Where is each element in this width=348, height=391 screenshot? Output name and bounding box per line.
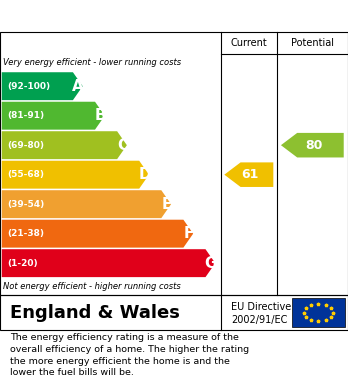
Text: (92-100): (92-100) [7, 82, 50, 91]
Text: Very energy efficient - lower running costs: Very energy efficient - lower running co… [3, 58, 182, 67]
Text: England & Wales: England & Wales [10, 303, 180, 321]
Text: (1-20): (1-20) [7, 259, 38, 268]
Text: 2002/91/EC: 2002/91/EC [231, 314, 288, 325]
Text: Energy Efficiency Rating: Energy Efficiency Rating [10, 9, 232, 23]
Text: 61: 61 [242, 168, 259, 181]
Text: (69-80): (69-80) [7, 141, 44, 150]
Text: D: D [138, 167, 151, 182]
Bar [292, 298, 345, 327]
Polygon shape [281, 133, 344, 158]
Polygon shape [2, 190, 171, 218]
Text: A: A [72, 79, 84, 94]
Polygon shape [2, 102, 105, 130]
Text: 80: 80 [305, 139, 323, 152]
Text: (81-91): (81-91) [7, 111, 44, 120]
Polygon shape [2, 220, 193, 248]
Text: B: B [95, 108, 106, 123]
Text: EU Directive: EU Directive [231, 302, 292, 312]
Text: The energy efficiency rating is a measure of the
overall efficiency of a home. T: The energy efficiency rating is a measur… [10, 333, 250, 377]
Text: Potential: Potential [291, 38, 334, 48]
Text: E: E [161, 197, 172, 212]
Text: (55-68): (55-68) [7, 170, 44, 179]
Polygon shape [224, 162, 273, 187]
Text: G: G [205, 256, 217, 271]
Text: Current: Current [230, 38, 267, 48]
Polygon shape [2, 72, 83, 100]
Polygon shape [2, 161, 149, 188]
Text: Not energy efficient - higher running costs: Not energy efficient - higher running co… [3, 282, 181, 291]
Text: (21-38): (21-38) [7, 229, 44, 238]
Polygon shape [2, 249, 215, 277]
Text: F: F [184, 226, 194, 241]
Text: (39-54): (39-54) [7, 200, 44, 209]
Text: C: C [117, 138, 128, 152]
Polygon shape [2, 131, 127, 159]
